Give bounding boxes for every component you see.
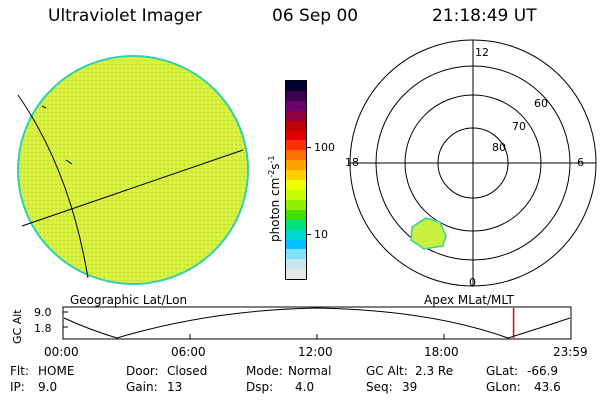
colorbar-band — [286, 170, 306, 181]
colorbar — [285, 80, 307, 280]
colorbar-band — [286, 199, 306, 210]
colorbar-band — [286, 239, 306, 250]
time-tick-label: 23:59 — [553, 345, 588, 359]
status-key: Mode: — [246, 364, 283, 378]
status-value: 9.0 — [38, 380, 58, 394]
status-value: 4.0 — [295, 380, 315, 394]
colorbar-tick — [306, 234, 311, 235]
colorbar-band — [286, 160, 306, 171]
colorbar-band — [286, 150, 306, 161]
time-tick-label: 00:00 — [44, 345, 79, 359]
status-value: 13 — [167, 380, 183, 394]
colorbar-tick-label-low: 10 — [314, 228, 328, 241]
colorbar-band — [286, 100, 306, 111]
status-key: IP: — [10, 380, 25, 394]
tick-mark — [41, 105, 47, 109]
status-key: Gain: — [126, 380, 158, 394]
status-key: Seq: — [366, 380, 393, 394]
status-value: -66.9 — [527, 364, 559, 378]
status-value: 39 — [402, 380, 418, 394]
latitude-line — [21, 149, 244, 227]
geo-panel-label: Geographic Lat/Lon — [70, 293, 188, 307]
mlt-label-12: 12 — [475, 46, 489, 59]
colorbar-band — [286, 90, 306, 101]
status-value: 43.6 — [534, 380, 561, 394]
colorbar-band — [286, 81, 306, 91]
alt-tick-high: 9.0 — [34, 306, 52, 319]
instrument-title: Ultraviolet Imager — [48, 6, 202, 26]
colorbar-band — [286, 120, 306, 131]
colorbar-band — [286, 189, 306, 200]
colorbar-band — [286, 249, 306, 260]
alt-tick-low: 1.8 — [34, 322, 52, 335]
status-key: GLon: — [486, 380, 521, 394]
date-label: 06 Sep 00 — [272, 6, 359, 26]
mlat-label-70: 70 — [512, 120, 526, 133]
colorbar-band — [286, 259, 306, 270]
earth-disk — [17, 55, 249, 285]
auroral-patch — [410, 217, 447, 250]
status-key: Door: — [126, 364, 159, 378]
status-key: Dsp: — [246, 380, 274, 394]
mlt-label-18: 18 — [345, 156, 359, 169]
colorbar-band — [286, 110, 306, 121]
time-label: 21:18:49 UT — [432, 6, 537, 26]
status-key: GLat: — [486, 364, 519, 378]
colorbar-band — [286, 219, 306, 230]
status-value: 2.3 Re — [415, 364, 454, 378]
status-value: Closed — [167, 364, 208, 378]
mlat-label-80: 80 — [492, 141, 506, 154]
colorbar-band — [286, 269, 306, 280]
mlt-label-0: 0 — [469, 276, 476, 289]
colorbar-band — [286, 209, 306, 220]
status-key: GC Alt: — [366, 364, 408, 378]
polar-panel-label: Apex MLat/MLT — [424, 293, 514, 307]
colorbar-band — [286, 130, 306, 141]
mlat-label-60: 60 — [534, 97, 548, 110]
colorbar-band — [286, 229, 306, 240]
colorbar-band — [286, 180, 306, 190]
time-tick-label: 06:00 — [171, 345, 206, 359]
altitude-curve — [63, 307, 571, 339]
status-value: Normal — [288, 364, 332, 378]
status-key: Flt: — [10, 364, 29, 378]
colorbar-tick — [306, 147, 311, 148]
tick-mark — [65, 159, 73, 165]
status-value: HOME — [38, 364, 75, 378]
mlt-label-6: 6 — [577, 156, 584, 169]
colorbar-tick-label-high: 100 — [314, 141, 335, 154]
colorbar-band — [286, 140, 306, 151]
time-tick-label: 12:00 — [298, 345, 333, 359]
time-tick-label: 18:00 — [424, 345, 459, 359]
longitude-line — [17, 94, 89, 279]
